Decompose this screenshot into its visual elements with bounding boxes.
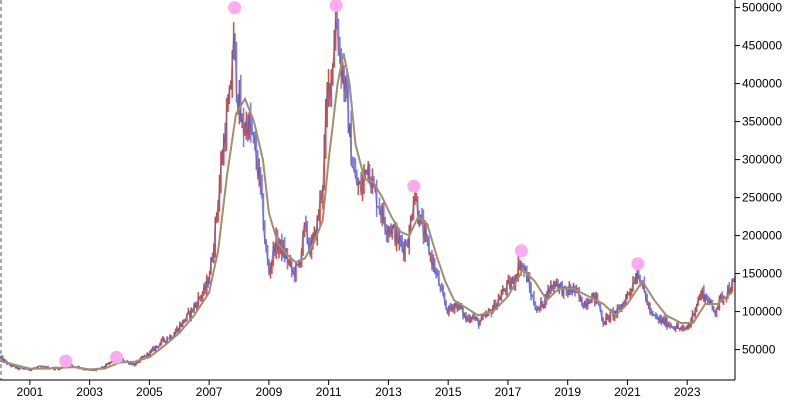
peak-marker [228, 1, 242, 15]
y-tick-label: 150000 [742, 267, 782, 281]
price-line [0, 19, 736, 372]
peak-marker [329, 0, 343, 12]
y-tick-label: 400000 [742, 77, 782, 91]
y-tick-label: 250000 [742, 191, 782, 205]
peak-marker [59, 354, 73, 368]
x-tick-label: 2009 [256, 385, 283, 399]
peak-marker [407, 179, 421, 193]
peak-marker [514, 244, 528, 258]
peak-marker [110, 350, 124, 364]
x-tick-label: 2003 [76, 385, 103, 399]
y-tick-label: 100000 [742, 305, 782, 319]
y-tick-label: 450000 [742, 39, 782, 53]
x-tick-label: 2023 [674, 385, 701, 399]
x-axis: 2001 2003 2005 2007 2009 2011 2013 2015 2017 2019… [0, 379, 735, 399]
x-tick-label: 2019 [554, 385, 581, 399]
plot-area [0, 0, 736, 380]
y-tick-label: 300000 [742, 153, 782, 167]
y-tick-label: 500000 [742, 1, 782, 15]
peak-marker [631, 257, 645, 271]
x-tick-label: 2021 [614, 385, 641, 399]
y-tick-label: 350000 [742, 115, 782, 129]
moving-average-line [0, 53, 733, 371]
y-axis: 50000 100000 150000 200000 250000 300000 35000… [734, 0, 782, 380]
x-tick-label: 2011 [316, 385, 342, 399]
x-tick-label: 2017 [495, 385, 522, 399]
x-tick-label: 2013 [375, 385, 402, 399]
x-tick-label: 2015 [435, 385, 462, 399]
x-tick-label: 2005 [136, 385, 163, 399]
y-tick-label: 50000 [742, 343, 776, 357]
y-tick-label: 200000 [742, 229, 782, 243]
x-tick-label: 2001 [17, 385, 44, 399]
x-tick-label: 2007 [196, 385, 223, 399]
